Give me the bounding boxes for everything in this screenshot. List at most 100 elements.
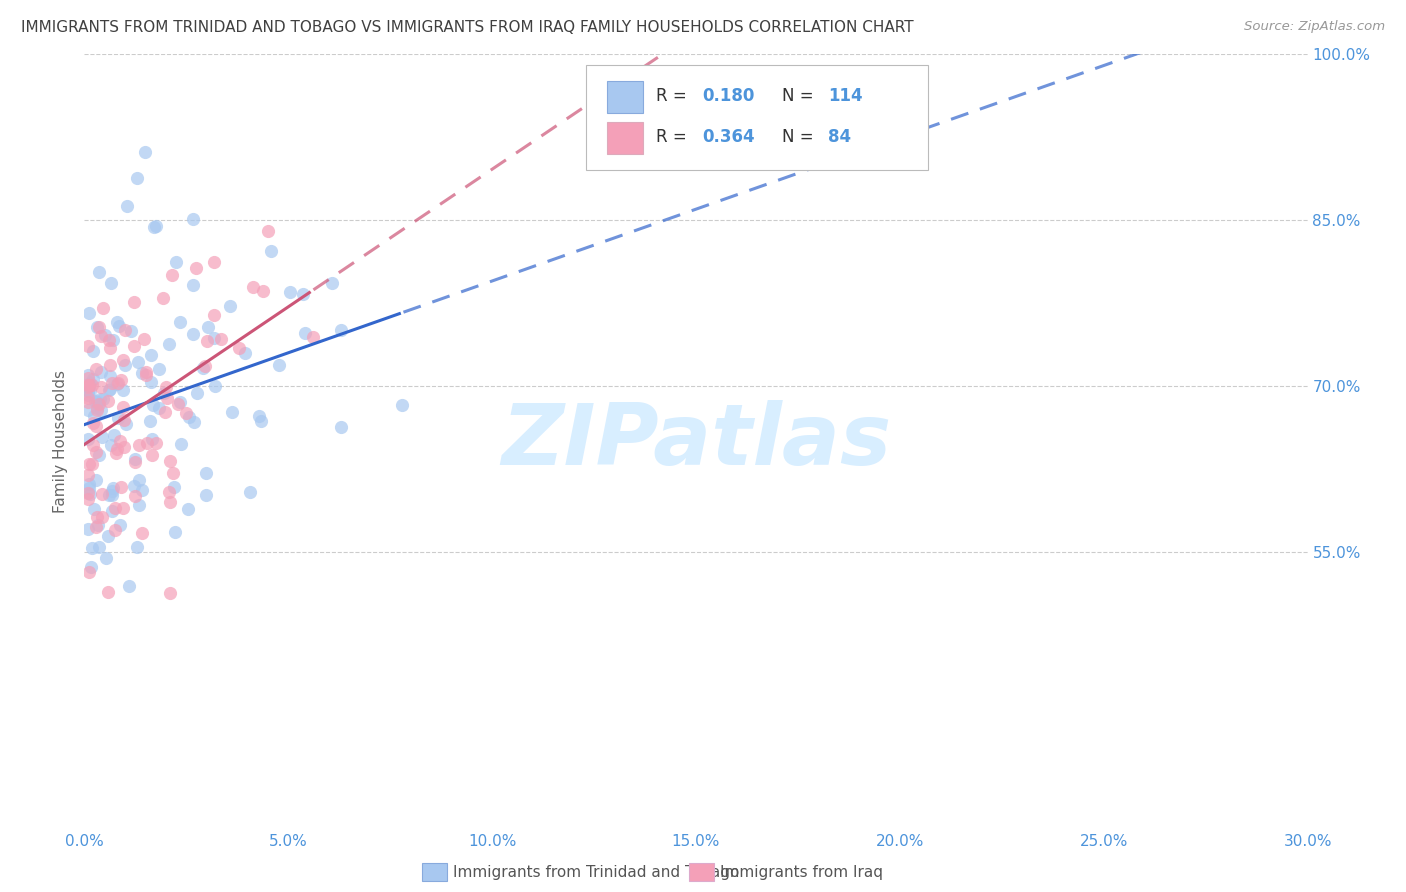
Point xyxy=(221,405,243,419)
Point xyxy=(183,415,205,429)
Point xyxy=(89,265,111,279)
Point xyxy=(98,358,121,372)
Point xyxy=(186,260,208,275)
Point xyxy=(177,501,200,516)
Point xyxy=(82,372,104,386)
Point xyxy=(80,560,103,574)
Point xyxy=(77,384,100,398)
Point xyxy=(148,362,170,376)
Point xyxy=(104,500,127,515)
Point xyxy=(90,329,112,343)
Point xyxy=(77,482,100,496)
Point xyxy=(77,492,100,507)
Point xyxy=(174,405,197,419)
Point xyxy=(159,454,181,468)
Point xyxy=(153,386,176,401)
Text: Source: ZipAtlas.com: Source: ZipAtlas.com xyxy=(1244,20,1385,33)
Point xyxy=(233,346,256,360)
Text: Immigrants from Iraq: Immigrants from Iraq xyxy=(720,865,883,880)
Point xyxy=(110,518,132,533)
Point xyxy=(86,510,108,524)
Point xyxy=(249,414,271,428)
Point xyxy=(100,488,122,502)
Point xyxy=(135,368,157,382)
Point xyxy=(82,438,104,452)
Point xyxy=(79,378,101,392)
Point xyxy=(105,446,128,460)
Text: 84: 84 xyxy=(828,128,851,146)
Point xyxy=(86,319,108,334)
Point xyxy=(152,292,174,306)
Point xyxy=(96,393,118,408)
Point xyxy=(134,332,156,346)
Point xyxy=(98,334,121,348)
Point xyxy=(135,435,157,450)
Point xyxy=(87,540,110,554)
Point xyxy=(77,476,100,491)
Point xyxy=(139,414,162,428)
Point xyxy=(114,358,136,372)
Point xyxy=(195,334,218,348)
Point xyxy=(90,430,112,444)
Point xyxy=(162,467,184,481)
Point xyxy=(87,320,110,334)
Point xyxy=(124,489,146,503)
Point xyxy=(86,401,108,415)
Point xyxy=(107,376,129,390)
Point xyxy=(77,379,100,393)
Point xyxy=(100,504,122,518)
Point xyxy=(122,339,145,353)
Point xyxy=(98,488,121,502)
Point xyxy=(321,276,343,290)
Point xyxy=(252,284,274,298)
Point xyxy=(120,324,142,338)
Point xyxy=(124,455,146,469)
Point xyxy=(169,395,191,409)
Point xyxy=(79,487,101,501)
Point xyxy=(165,254,187,268)
Text: Immigrants from Trinidad and Tobago: Immigrants from Trinidad and Tobago xyxy=(453,865,740,880)
Point xyxy=(294,326,316,340)
Point xyxy=(162,268,184,283)
Point xyxy=(197,320,219,334)
Point xyxy=(131,483,153,498)
Point xyxy=(141,348,163,362)
Point xyxy=(77,457,100,471)
Point xyxy=(100,438,122,452)
Point xyxy=(105,376,128,391)
Point xyxy=(105,315,128,329)
Point xyxy=(186,386,208,401)
Point xyxy=(141,375,163,389)
Point xyxy=(77,368,100,382)
Point xyxy=(89,392,111,406)
Point xyxy=(269,358,291,372)
Point xyxy=(163,480,186,494)
Point xyxy=(114,323,136,337)
Point xyxy=(291,287,314,301)
Point xyxy=(219,299,242,313)
Point xyxy=(77,384,100,399)
Point xyxy=(111,501,134,516)
Point xyxy=(260,244,283,258)
Point xyxy=(80,541,103,555)
Point xyxy=(170,437,193,451)
Text: N =: N = xyxy=(782,87,818,105)
Text: R =: R = xyxy=(655,128,692,146)
Point xyxy=(91,487,114,501)
Point xyxy=(112,413,135,427)
Point xyxy=(131,525,153,540)
Point xyxy=(77,522,100,536)
Point xyxy=(77,339,100,353)
Point xyxy=(84,520,107,534)
Point xyxy=(110,480,132,494)
Point xyxy=(115,199,138,213)
Point xyxy=(131,366,153,380)
Point xyxy=(142,399,165,413)
Point xyxy=(83,502,105,516)
Bar xyxy=(606,122,644,154)
Point xyxy=(77,378,100,392)
Point xyxy=(128,438,150,452)
Point xyxy=(135,365,157,379)
Point xyxy=(391,398,413,412)
Text: R =: R = xyxy=(655,87,692,105)
